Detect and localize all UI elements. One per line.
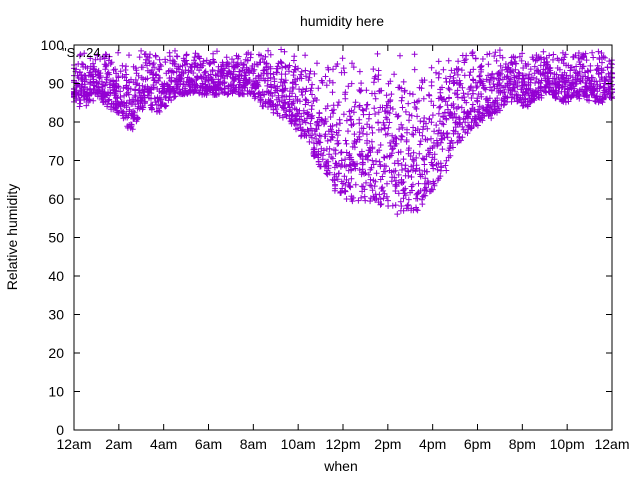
- y-tick-label: 30: [48, 307, 64, 323]
- y-axis-title: Relative humidity: [4, 184, 20, 291]
- x-tick-label: 2pm: [374, 436, 401, 452]
- x-axis-title: when: [323, 458, 357, 474]
- x-tick-label: 12am: [594, 436, 629, 452]
- x-tick-label: 8am: [240, 436, 267, 452]
- y-tick-label: 0: [56, 422, 64, 438]
- x-tick-label: 2am: [105, 436, 132, 452]
- x-tick-label: 10am: [281, 436, 316, 452]
- y-tick-label: 50: [48, 230, 64, 246]
- y-tick-label: 60: [48, 191, 64, 207]
- y-tick-label: 80: [48, 114, 64, 130]
- x-tick-label: 12am: [56, 436, 91, 452]
- y-tick-label: 90: [48, 76, 64, 92]
- x-tick-label: 4am: [150, 436, 177, 452]
- x-tick-label: 8pm: [509, 436, 536, 452]
- legend-label: "S...24...: [62, 45, 111, 60]
- y-tick-label: 10: [48, 384, 64, 400]
- chart-title: humidity here: [300, 13, 384, 29]
- tick-labels: 0 10 20 30 40 50 60 70 80 90 100 12am 2am 4am 6am 8am 10…: [41, 37, 630, 452]
- x-tick-label: 6am: [195, 436, 222, 452]
- x-tick-label: 10pm: [550, 436, 585, 452]
- y-tick-label: 40: [48, 268, 64, 284]
- x-tick-label: 4pm: [419, 436, 446, 452]
- y-tick-label: 100: [41, 37, 65, 53]
- y-tick-label: 70: [48, 153, 64, 169]
- x-tick-label: 6pm: [464, 436, 491, 452]
- axis-ticks: [73, 44, 613, 431]
- y-tick-label: 20: [48, 345, 64, 361]
- x-tick-label: 12pm: [325, 436, 360, 452]
